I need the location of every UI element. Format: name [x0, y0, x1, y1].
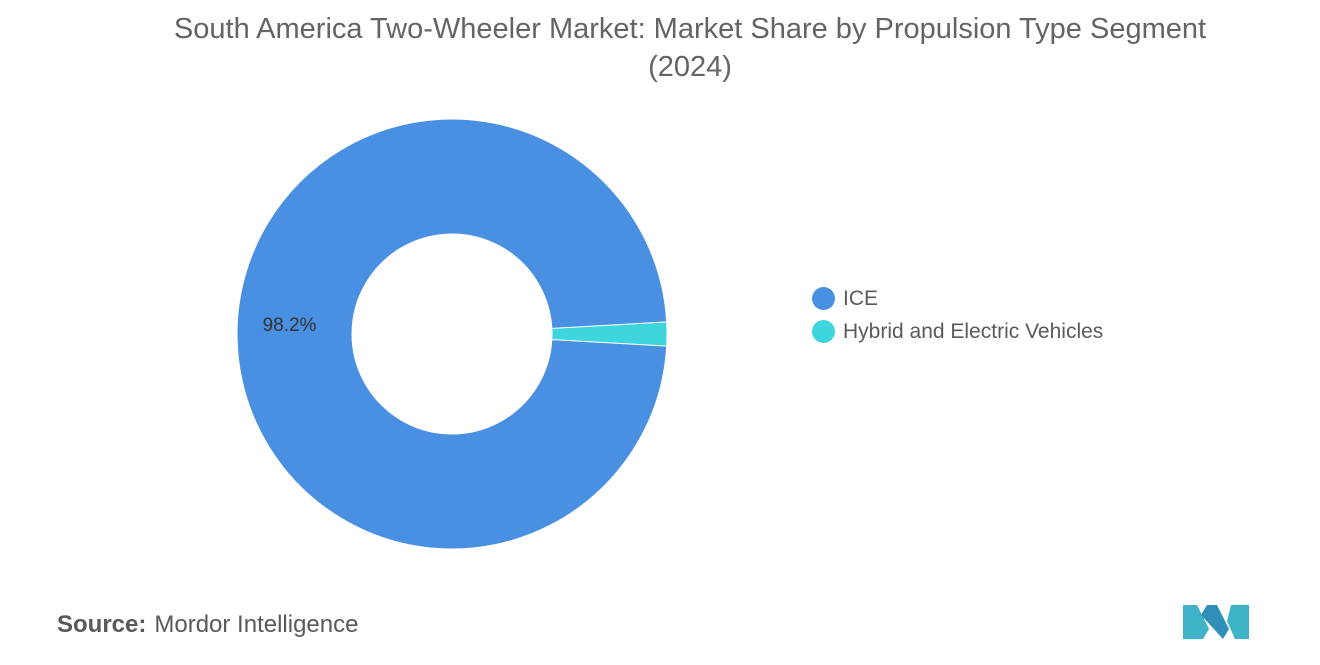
- legend-swatch-ice: [812, 287, 835, 310]
- legend-item-ice: ICE: [812, 282, 1103, 315]
- mordor-intelligence-logo: [1183, 605, 1249, 639]
- legend-swatch-hybrid-electric: [812, 320, 835, 343]
- legend-item-hybrid-electric: Hybrid and Electric Vehicles: [812, 315, 1103, 348]
- logo-shape-left: [1183, 605, 1209, 639]
- source-label: Source:: [57, 611, 147, 638]
- legend-label-ice: ICE: [843, 286, 879, 310]
- source-text: Mordor Intelligence: [154, 611, 359, 638]
- logo-shape-right: [1227, 605, 1249, 639]
- chart-legend: ICE Hybrid and Electric Vehicles: [812, 282, 1103, 348]
- source-line: Source: Mordor Intelligence: [57, 611, 358, 639]
- logo-shape-middle: [1201, 605, 1229, 639]
- chart-title: South America Two-Wheeler Market: Market…: [173, 13, 1207, 83]
- donut-slice-ice: [236, 118, 668, 550]
- data-label-ice: 98.2%: [263, 315, 317, 336]
- legend-label-hybrid-electric: Hybrid and Electric Vehicles: [843, 319, 1104, 343]
